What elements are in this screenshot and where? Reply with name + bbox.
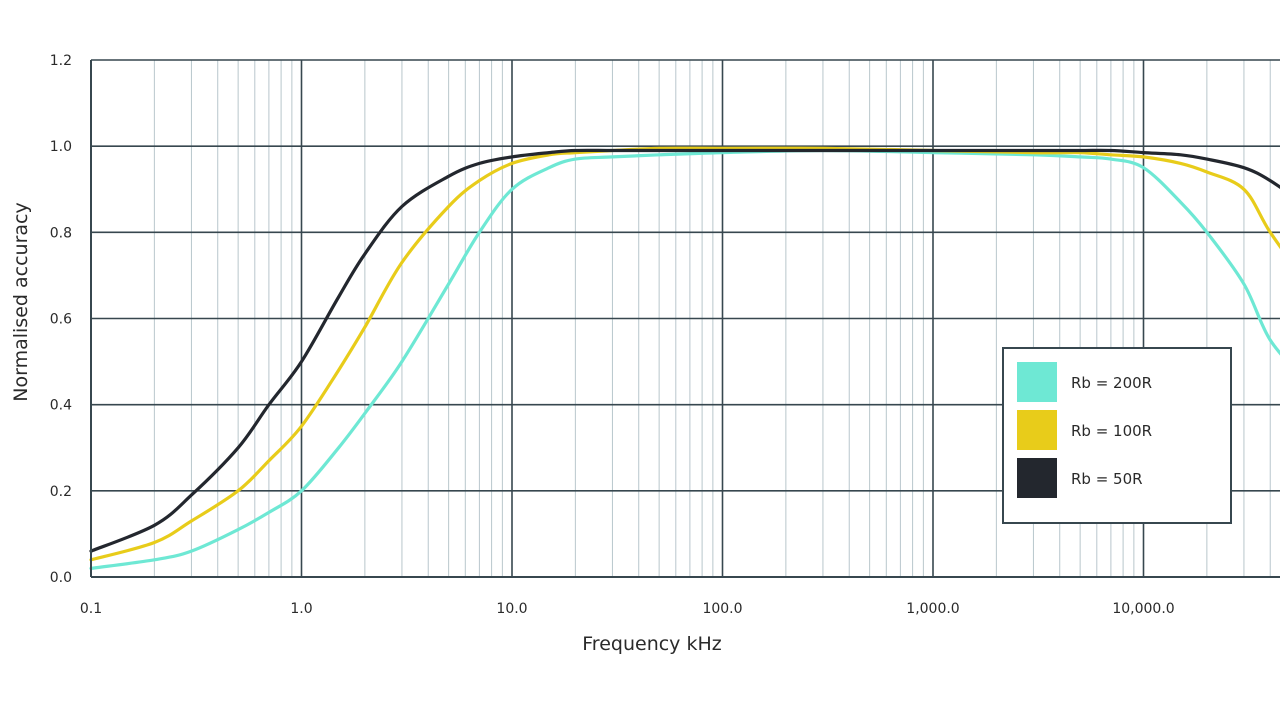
series-line-rb-50r — [89, 148, 1280, 553]
legend-swatch-rb-100r — [1017, 410, 1057, 450]
y-tick-label: 1.0 — [50, 139, 72, 155]
y-tick-label: 0.6 — [50, 312, 72, 328]
legend-swatch-rb-50r — [1017, 458, 1057, 498]
series-lines — [89, 146, 1280, 570]
legend: Rb = 200R Rb = 100R Rb = 50R — [1002, 347, 1232, 524]
legend-label-rb-100r: Rb = 100R — [1071, 422, 1152, 440]
y-tick-label: 0.2 — [50, 484, 72, 500]
x-tick-label: 10,000.0 — [1112, 601, 1174, 617]
y-tick-label: 1.2 — [50, 53, 72, 69]
x-tick-label: 1,000.0 — [906, 601, 959, 617]
legend-swatch-rb-200r — [1017, 362, 1057, 402]
x-tick-label: 100.0 — [702, 601, 742, 617]
y-tick-label: 0.4 — [50, 398, 72, 414]
x-axis-title: Frequency kHz — [582, 633, 721, 655]
series-line-rb-200r — [89, 148, 1280, 570]
legend-label-rb-50r: Rb = 50R — [1071, 470, 1143, 488]
y-axis-title: Normalised accuracy — [10, 202, 32, 401]
x-tick-label: 1.0 — [290, 601, 312, 617]
y-tick-label: 0.8 — [50, 225, 72, 241]
y-tick-label: 0.0 — [50, 570, 72, 586]
axes: 0.0 0.2 0.4 0.6 0.8 1.0 1.2 0.1 1.0 10.0 100.0 1,00… — [10, 53, 1280, 655]
legend-label-rb-200r: Rb = 200R — [1071, 374, 1152, 392]
x-tick-label: 0.1 — [80, 601, 102, 617]
x-tick-label: 10.0 — [496, 601, 527, 617]
